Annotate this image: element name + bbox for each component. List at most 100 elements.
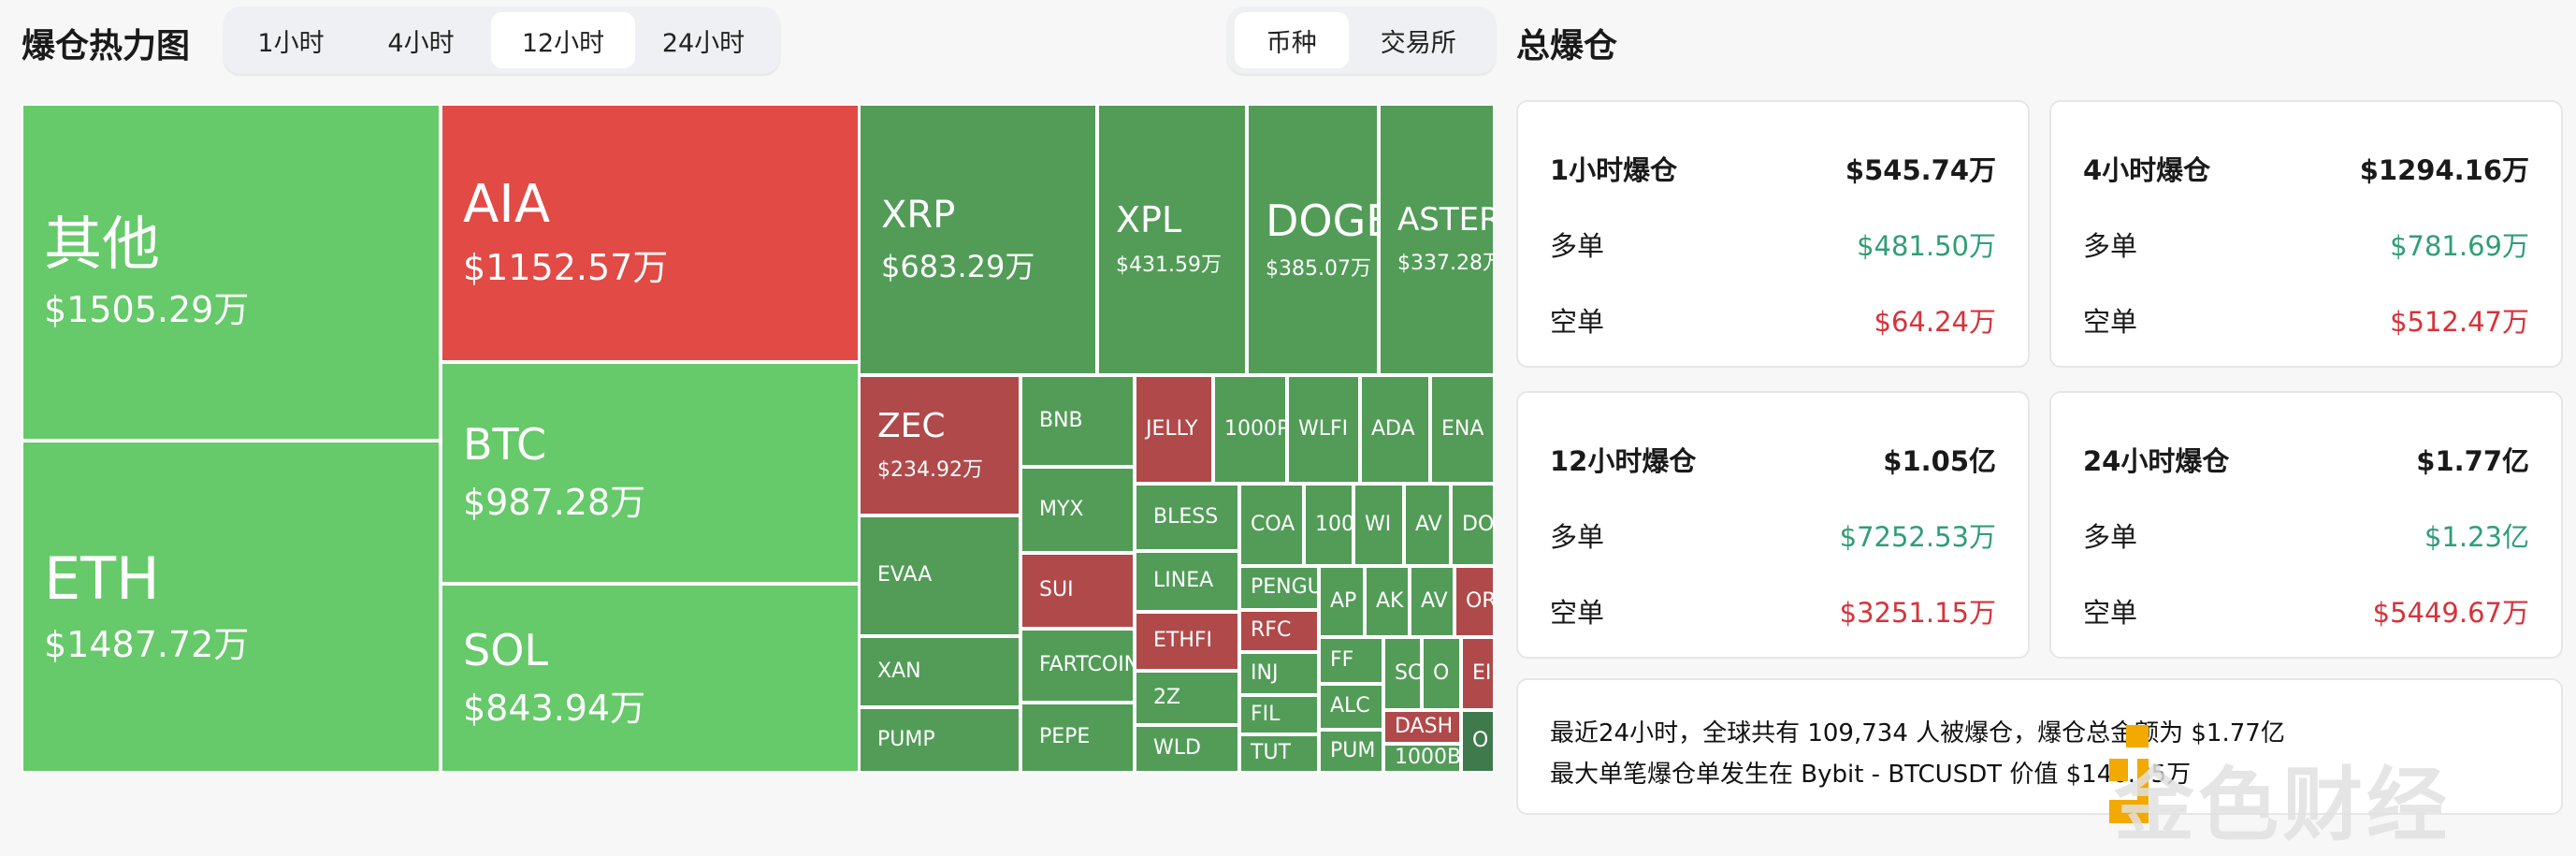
- tab-1h[interactable]: 1小时: [257, 28, 325, 58]
- treemap-tile-wld[interactable]: WLD: [1135, 725, 1239, 773]
- treemap-tile-ena[interactable]: ENA: [1430, 375, 1495, 484]
- short-value: $5449.67万: [2372, 597, 2529, 629]
- tile-symbol: BLESS: [1153, 504, 1219, 529]
- treemap-tile-sc[interactable]: SC: [1383, 637, 1422, 710]
- treemap-tile-xpl[interactable]: XPL $431.59万: [1097, 104, 1247, 375]
- treemap-tile-av[interactable]: AV: [1410, 566, 1454, 637]
- tile-symbol: AP: [1330, 588, 1357, 613]
- treemap-tile-o[interactable]: O: [1461, 710, 1495, 773]
- treemap-tile-ff[interactable]: FF: [1319, 637, 1383, 684]
- treemap-tile-inj[interactable]: INJ: [1239, 652, 1319, 695]
- tile-value: $431.59万: [1116, 253, 1222, 277]
- treemap-tile-pepe[interactable]: PEPE: [1020, 703, 1135, 773]
- liquidation-treemap: 其他 $1505.29万 ETH $1487.72万 AIA $1152.57万 BTC $9…: [22, 104, 1495, 773]
- tile-symbol: O: [1433, 660, 1450, 685]
- tile-symbol: XAN: [877, 659, 921, 683]
- heatmap-title: 爆仓热力图: [22, 27, 191, 65]
- treemap-tile-fil[interactable]: FIL: [1239, 695, 1319, 734]
- tab-12h[interactable]: 12小时: [491, 12, 635, 68]
- treemap-tile-wlfi[interactable]: WLFI: [1287, 375, 1360, 484]
- tab-24h[interactable]: 24小时: [661, 28, 745, 58]
- card-total: $545.74万: [1845, 154, 1996, 186]
- treemap-tile-sui[interactable]: SUI: [1020, 553, 1135, 629]
- treemap-tile-sol[interactable]: SOL $843.94万: [441, 584, 860, 773]
- tile-symbol: ZEC: [877, 407, 946, 445]
- treemap-tile-1000b[interactable]: 1000B: [1383, 744, 1461, 773]
- tile-symbol: PEPE: [1039, 725, 1091, 749]
- treemap-tile-aster[interactable]: ASTER $337.28万: [1379, 104, 1495, 375]
- treemap-tile-myx[interactable]: MYX: [1020, 467, 1135, 553]
- treemap-tile-o[interactable]: O: [1422, 637, 1461, 710]
- tile-value: $337.28万: [1397, 251, 1495, 275]
- tile-symbol: WLFI: [1298, 416, 1349, 441]
- treemap-tile-jelly[interactable]: JELLY: [1135, 375, 1213, 484]
- tile-symbol: DO: [1462, 512, 1495, 536]
- treemap-tile-ethfi[interactable]: ETHFI: [1135, 612, 1239, 671]
- treemap-tile-1000p[interactable]: 1000P: [1213, 375, 1287, 484]
- group-tabs: 币种 交易所: [1227, 7, 1496, 74]
- treemap-tile-ak[interactable]: AK: [1365, 566, 1410, 637]
- treemap-tile-其他[interactable]: 其他 $1505.29万: [22, 104, 441, 441]
- treemap-tile-btc[interactable]: BTC $987.28万: [441, 362, 860, 584]
- card-total: $1294.16万: [2359, 154, 2529, 186]
- tile-symbol: 1000B: [1395, 746, 1461, 770]
- tile-symbol: 1000P: [1224, 416, 1287, 441]
- treemap-tile-tut[interactable]: TUT: [1239, 734, 1319, 773]
- treemap-tile-or[interactable]: OR: [1454, 566, 1495, 637]
- treemap-tile-zec[interactable]: ZEC $234.92万: [859, 375, 1020, 515]
- treemap-tile-ap[interactable]: AP: [1319, 566, 1365, 637]
- treemap-tile-do[interactable]: DO: [1451, 484, 1495, 566]
- treemap-tile-eth[interactable]: ETH $1487.72万: [22, 441, 441, 773]
- summary-line-2: 最大单笔爆仓单发生在 Bybit - BTCUSDT 价值 $146.85万: [1550, 761, 2192, 789]
- treemap-tile-fartcoin[interactable]: FARTCOIN: [1020, 629, 1135, 703]
- tile-symbol: INJ: [1251, 660, 1279, 685]
- time-range-tabs: 1小时 4小时 12小时 24小时: [224, 7, 780, 74]
- treemap-tile-2z[interactable]: 2Z: [1135, 671, 1239, 725]
- treemap-tile-100[interactable]: 100: [1304, 484, 1353, 566]
- treemap-tile-evaa[interactable]: EVAA: [859, 515, 1020, 636]
- tile-symbol: SC: [1395, 660, 1422, 685]
- tile-symbol: ETH: [44, 544, 160, 613]
- card-4h: 4小时爆仓 $1294.16万 多单 $781.69万 空单 $512.47万: [2049, 100, 2563, 368]
- treemap-tile-coa[interactable]: COA: [1239, 484, 1304, 566]
- short-value: $64.24万: [1874, 306, 1996, 338]
- short-label: 空单: [1550, 597, 1605, 629]
- treemap-tile-av[interactable]: AV: [1404, 484, 1451, 566]
- treemap-tile-doge[interactable]: DOGE $385.07万: [1247, 104, 1379, 375]
- treemap-tile-xrp[interactable]: XRP $683.29万: [859, 104, 1097, 375]
- treemap-tile-alc[interactable]: ALC: [1319, 684, 1383, 730]
- treemap-tile-bless[interactable]: BLESS: [1135, 484, 1239, 551]
- treemap-tile-linea[interactable]: LINEA: [1135, 551, 1239, 612]
- treemap-tile-pengu[interactable]: PENGU: [1239, 566, 1319, 610]
- treemap-tile-aia[interactable]: AIA $1152.57万: [441, 104, 860, 362]
- summary-card: 最近24小时，全球共有 109,734 人被爆仓，爆仓总金额为 $1.77亿 最…: [1516, 678, 2563, 815]
- treemap-tile-pump[interactable]: PUMP: [859, 707, 1020, 773]
- long-value: $7252.53万: [1839, 521, 1996, 553]
- treemap-tile-wi[interactable]: WI: [1353, 484, 1404, 566]
- treemap-tile-ada[interactable]: ADA: [1360, 375, 1430, 484]
- treemap-tile-ei[interactable]: EI: [1461, 637, 1495, 710]
- tile-symbol: BNB: [1039, 408, 1083, 432]
- tile-value: $234.92万: [877, 457, 983, 482]
- card-title: 1小时爆仓: [1550, 154, 1678, 186]
- long-label: 多单: [2083, 230, 2138, 262]
- short-label: 空单: [2083, 306, 2138, 338]
- tile-symbol: TUT: [1251, 741, 1291, 765]
- treemap-tile-xan[interactable]: XAN: [859, 636, 1020, 707]
- short-label: 空单: [1550, 306, 1605, 338]
- treemap-tile-bnb[interactable]: BNB: [1020, 375, 1135, 467]
- tab-4h[interactable]: 4小时: [387, 28, 455, 58]
- treemap-tile-dash[interactable]: DASH: [1383, 710, 1461, 744]
- tile-value: $843.94万: [463, 687, 646, 729]
- tab-exchange[interactable]: 交易所: [1380, 28, 1456, 58]
- tile-symbol: BTC: [463, 419, 547, 471]
- long-value: $481.50万: [1857, 230, 1996, 262]
- tile-symbol: XRP: [881, 193, 956, 237]
- tile-symbol: OR: [1466, 588, 1495, 613]
- treemap-tile-pum[interactable]: PUM: [1319, 730, 1383, 773]
- tile-symbol: EVAA: [877, 563, 933, 588]
- treemap-tile-rfc[interactable]: RFC: [1239, 610, 1319, 652]
- tab-coin[interactable]: 币种: [1235, 12, 1349, 68]
- tile-symbol: O: [1472, 729, 1489, 753]
- tile-symbol: PUM: [1330, 738, 1376, 762]
